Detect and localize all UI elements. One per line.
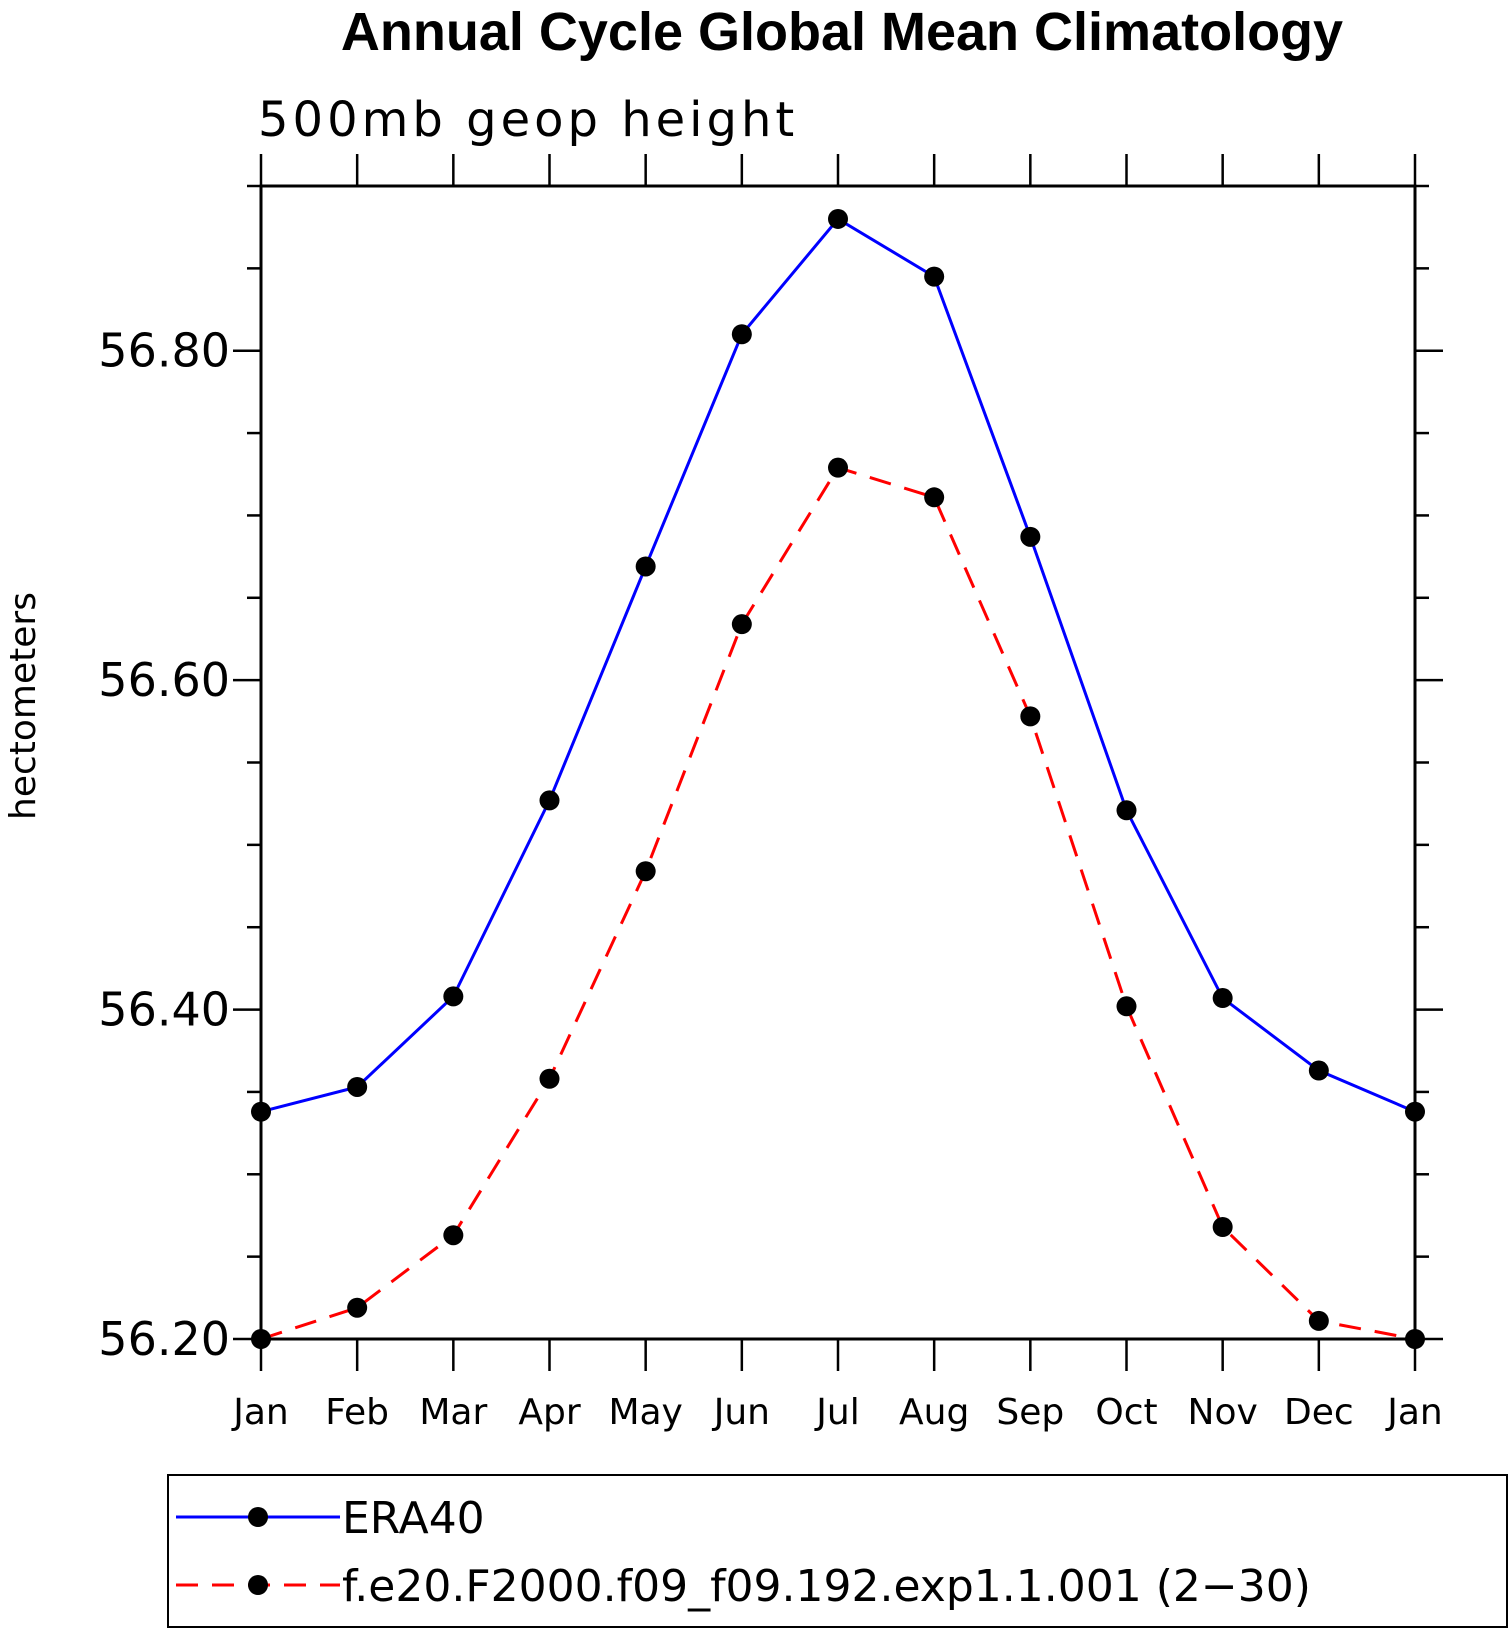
series-1-point xyxy=(1212,988,1233,1009)
legend-marker-1 xyxy=(248,1507,268,1527)
series-1-point xyxy=(1020,526,1041,547)
series-1-point xyxy=(251,1101,271,1122)
series-1-point xyxy=(1308,1060,1329,1081)
series-2-point xyxy=(1212,1216,1233,1237)
y-axis-ticks: 56.20 56.40 56.60 56.80 xyxy=(98,184,1443,1366)
series-1-point xyxy=(1116,800,1137,821)
x-tick-label: Nov xyxy=(1188,1392,1258,1433)
y-tick-label: 56.80 xyxy=(98,324,230,378)
legend-label-2: f.e20.F2000.f09_f09.192.exp1.1.001 (2−30… xyxy=(342,1561,1311,1612)
series-1-point xyxy=(828,208,848,229)
x-tick-label: Sep xyxy=(996,1392,1064,1433)
series-2-point xyxy=(443,1225,464,1246)
series-2-point xyxy=(1116,996,1137,1017)
series-2-point xyxy=(924,487,945,508)
x-tick-label: Apr xyxy=(518,1392,580,1433)
legend-label-1: ERA40 xyxy=(342,1493,485,1544)
series-line-1 xyxy=(260,216,1416,1114)
series-1-point xyxy=(924,266,945,287)
series-1-point xyxy=(347,1076,368,1097)
y-tick-label: 56.20 xyxy=(98,1312,230,1366)
series-2-point xyxy=(731,614,752,635)
series-2-point xyxy=(347,1297,368,1318)
x-tick-label: Jun xyxy=(712,1392,770,1433)
series-1-point xyxy=(635,556,656,577)
x-tick-label: Jan xyxy=(231,1392,289,1433)
x-tick-label: Dec xyxy=(1284,1392,1354,1433)
x-tick-label: Jan xyxy=(1385,1392,1443,1433)
series-2-point xyxy=(251,1329,271,1349)
series-1-point xyxy=(539,790,560,811)
legend-entries: ERA40 f.e20.F2000.f09_f09.192.exp1.1.001 … xyxy=(176,1493,1311,1612)
legend-marker-2 xyxy=(248,1575,268,1595)
plot-border xyxy=(259,184,1417,1341)
x-tick-label: Jul xyxy=(814,1392,859,1433)
legend: ERA40 f.e20.F2000.f09_f09.192.exp1.1.001 … xyxy=(167,1474,1508,1628)
x-tick-label: Aug xyxy=(899,1392,969,1433)
x-tick-label: Mar xyxy=(419,1392,487,1433)
series-1-point xyxy=(731,324,752,345)
series-1-point xyxy=(1405,1101,1425,1122)
plot-frame xyxy=(259,184,1417,1341)
x-tick-label: May xyxy=(608,1392,682,1433)
series-2-point xyxy=(828,457,848,478)
series-line-2 xyxy=(260,465,1416,1341)
series-2-point xyxy=(1308,1310,1329,1331)
series-2-point xyxy=(1020,706,1041,727)
series-layer xyxy=(251,208,1425,1349)
legend-box xyxy=(167,1474,1508,1628)
series-1-point xyxy=(443,986,464,1007)
y-axis-label: hectometers xyxy=(3,592,44,820)
series-2-point xyxy=(635,861,656,882)
series-2-point xyxy=(539,1068,560,1089)
y-tick-label: 56.40 xyxy=(98,983,230,1037)
series-2-point xyxy=(1405,1329,1425,1349)
x-axis-ticks: Jan Feb Mar Apr May Jun Jul Aug Sep Oct Nov Dec Jan xyxy=(231,154,1443,1433)
chart-subtitle: 500mb geop height xyxy=(258,92,798,148)
chart-title: Annual Cycle Global Mean Climatology xyxy=(341,2,1343,62)
y-tick-label: 56.60 xyxy=(98,653,230,707)
x-tick-label: Oct xyxy=(1095,1392,1157,1433)
x-tick-label: Feb xyxy=(325,1392,389,1433)
